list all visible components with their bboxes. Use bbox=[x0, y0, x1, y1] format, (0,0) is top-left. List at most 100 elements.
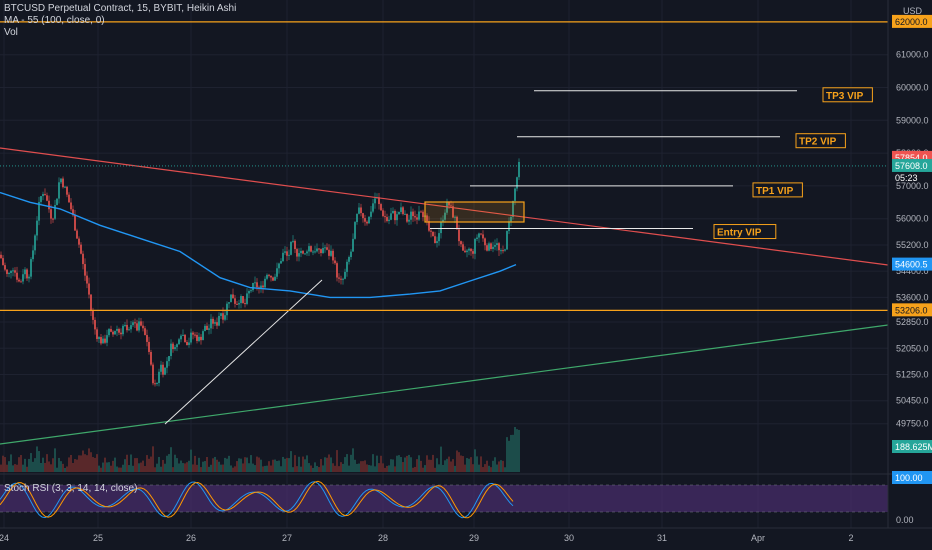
volume-bar bbox=[410, 457, 412, 472]
candle-body bbox=[120, 332, 122, 335]
volume-bar bbox=[496, 464, 498, 472]
volume-bar bbox=[152, 446, 154, 472]
volume-bar bbox=[34, 458, 36, 472]
target-label-box bbox=[713, 224, 777, 240]
candle-body bbox=[458, 229, 460, 242]
candle-body bbox=[398, 211, 400, 215]
volume-bar bbox=[224, 457, 226, 472]
volume-bar bbox=[188, 460, 190, 472]
candle-body bbox=[216, 322, 218, 326]
volume-bar bbox=[54, 448, 56, 472]
price-tick-label: 51250.0 bbox=[896, 370, 929, 380]
candle-body bbox=[60, 178, 62, 183]
stoch-tick-label: 0.00 bbox=[896, 515, 914, 525]
candle-body bbox=[416, 217, 418, 220]
volume-bar bbox=[86, 455, 88, 472]
candle-body bbox=[514, 188, 516, 201]
volume-bar bbox=[12, 465, 14, 472]
volume-bar bbox=[398, 455, 400, 472]
volume-bar bbox=[22, 464, 24, 472]
volume-bar bbox=[210, 464, 212, 472]
candle-body bbox=[254, 282, 256, 284]
volume-bar bbox=[408, 454, 410, 472]
candle-body bbox=[24, 269, 26, 275]
candle-body bbox=[510, 216, 512, 222]
time-tick-label: 24 bbox=[0, 533, 9, 543]
volume-bar bbox=[340, 462, 342, 472]
volume-bar bbox=[466, 458, 468, 472]
candle-body bbox=[502, 250, 504, 252]
volume-bar bbox=[206, 456, 208, 472]
volume-bar bbox=[234, 466, 236, 472]
candle-body bbox=[474, 239, 476, 254]
volume-bar bbox=[84, 454, 86, 472]
time-tick-label: 29 bbox=[469, 533, 479, 543]
candle-body bbox=[132, 322, 134, 326]
volume-bar bbox=[342, 463, 344, 472]
volume-bar bbox=[330, 457, 332, 472]
volume-bar bbox=[114, 457, 116, 472]
candle-body bbox=[476, 237, 478, 240]
volume-bar bbox=[356, 463, 358, 472]
volume-bar bbox=[304, 459, 306, 472]
candle-body bbox=[420, 211, 422, 213]
candle-body bbox=[142, 325, 144, 329]
candle-body bbox=[0, 254, 2, 259]
volume-bar bbox=[418, 455, 420, 472]
price-tick-label: 60000.0 bbox=[896, 83, 929, 93]
volume-bar bbox=[122, 464, 124, 472]
candle-body bbox=[440, 221, 442, 234]
candle-body bbox=[400, 207, 402, 212]
candle-body bbox=[274, 276, 276, 281]
price-tick-label: 50450.0 bbox=[896, 396, 929, 406]
volume-bar bbox=[116, 466, 118, 472]
volume-bar bbox=[128, 465, 130, 472]
volume-bar bbox=[110, 465, 112, 472]
legend-volume: Vol bbox=[4, 27, 18, 38]
candle-body bbox=[212, 318, 214, 324]
candle-body bbox=[6, 269, 8, 274]
candle-body bbox=[28, 276, 30, 279]
volume-bar bbox=[202, 461, 204, 472]
volume-bar bbox=[306, 455, 308, 472]
volume-bar bbox=[6, 464, 8, 472]
candle-body bbox=[488, 243, 490, 251]
volume-bar bbox=[428, 459, 430, 472]
candle-body bbox=[518, 161, 520, 178]
candle-body bbox=[92, 310, 94, 320]
volume-bar bbox=[374, 466, 376, 472]
candle-body bbox=[340, 278, 342, 280]
volume-bar bbox=[150, 456, 152, 472]
countdown: 05:23 bbox=[895, 173, 918, 183]
volume-bar bbox=[120, 467, 122, 472]
volume-bar bbox=[166, 455, 168, 472]
moving-average-line bbox=[0, 191, 517, 299]
candle-body bbox=[408, 219, 410, 222]
candle-body bbox=[418, 211, 420, 220]
candle-body bbox=[272, 277, 274, 281]
price-tag-bg bbox=[892, 257, 932, 271]
volume-bar bbox=[294, 455, 296, 472]
volume-bar bbox=[310, 465, 312, 472]
target-label: TP3 VIP bbox=[826, 91, 864, 102]
grid-lines bbox=[0, 0, 888, 528]
price-tick-label: 57000.0 bbox=[896, 181, 929, 191]
volume-bar bbox=[384, 467, 386, 472]
candle-body bbox=[286, 251, 288, 256]
candle-body bbox=[348, 257, 350, 262]
candle-body bbox=[374, 198, 376, 204]
volume-bar bbox=[10, 454, 12, 472]
candle-body bbox=[382, 210, 384, 217]
candle-body bbox=[222, 313, 224, 320]
candle-body bbox=[330, 250, 332, 256]
volume-bar bbox=[146, 455, 148, 472]
volume-bar bbox=[68, 457, 70, 472]
candle-body bbox=[36, 220, 38, 236]
candle-body bbox=[278, 263, 280, 269]
volume-bar bbox=[474, 449, 476, 472]
volume-bar bbox=[250, 455, 252, 472]
stoch-tick: 100.00 bbox=[895, 473, 923, 483]
volume-bar bbox=[336, 450, 338, 472]
time-tick-label: 27 bbox=[282, 533, 292, 543]
